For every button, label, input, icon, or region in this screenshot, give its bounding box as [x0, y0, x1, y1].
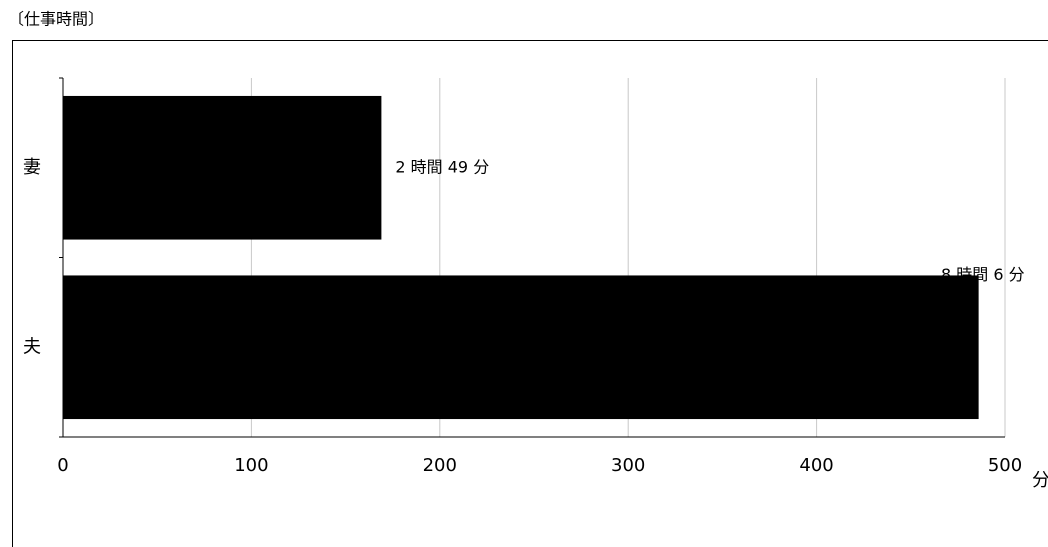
bar — [63, 95, 382, 240]
x-tick-label: 500 — [988, 455, 1022, 476]
value-label: 2 時間 49 分 — [395, 157, 489, 176]
chart-title: 〔仕事時間〕 — [8, 10, 104, 29]
y-tick-label: 夫 — [23, 336, 41, 357]
x-tick-label: 0 — [57, 455, 68, 476]
x-tick-label: 200 — [423, 455, 457, 476]
x-tick-label: 100 — [234, 455, 268, 476]
y-tick-label: 妻 — [23, 157, 41, 178]
x-axis-label: 分 — [1032, 470, 1048, 491]
bar — [63, 275, 979, 420]
chart-frame — [12, 40, 1048, 547]
value-label: 8 時間 6 分 — [941, 265, 1025, 284]
x-tick-label: 400 — [799, 455, 833, 476]
x-tick-label: 300 — [611, 455, 645, 476]
